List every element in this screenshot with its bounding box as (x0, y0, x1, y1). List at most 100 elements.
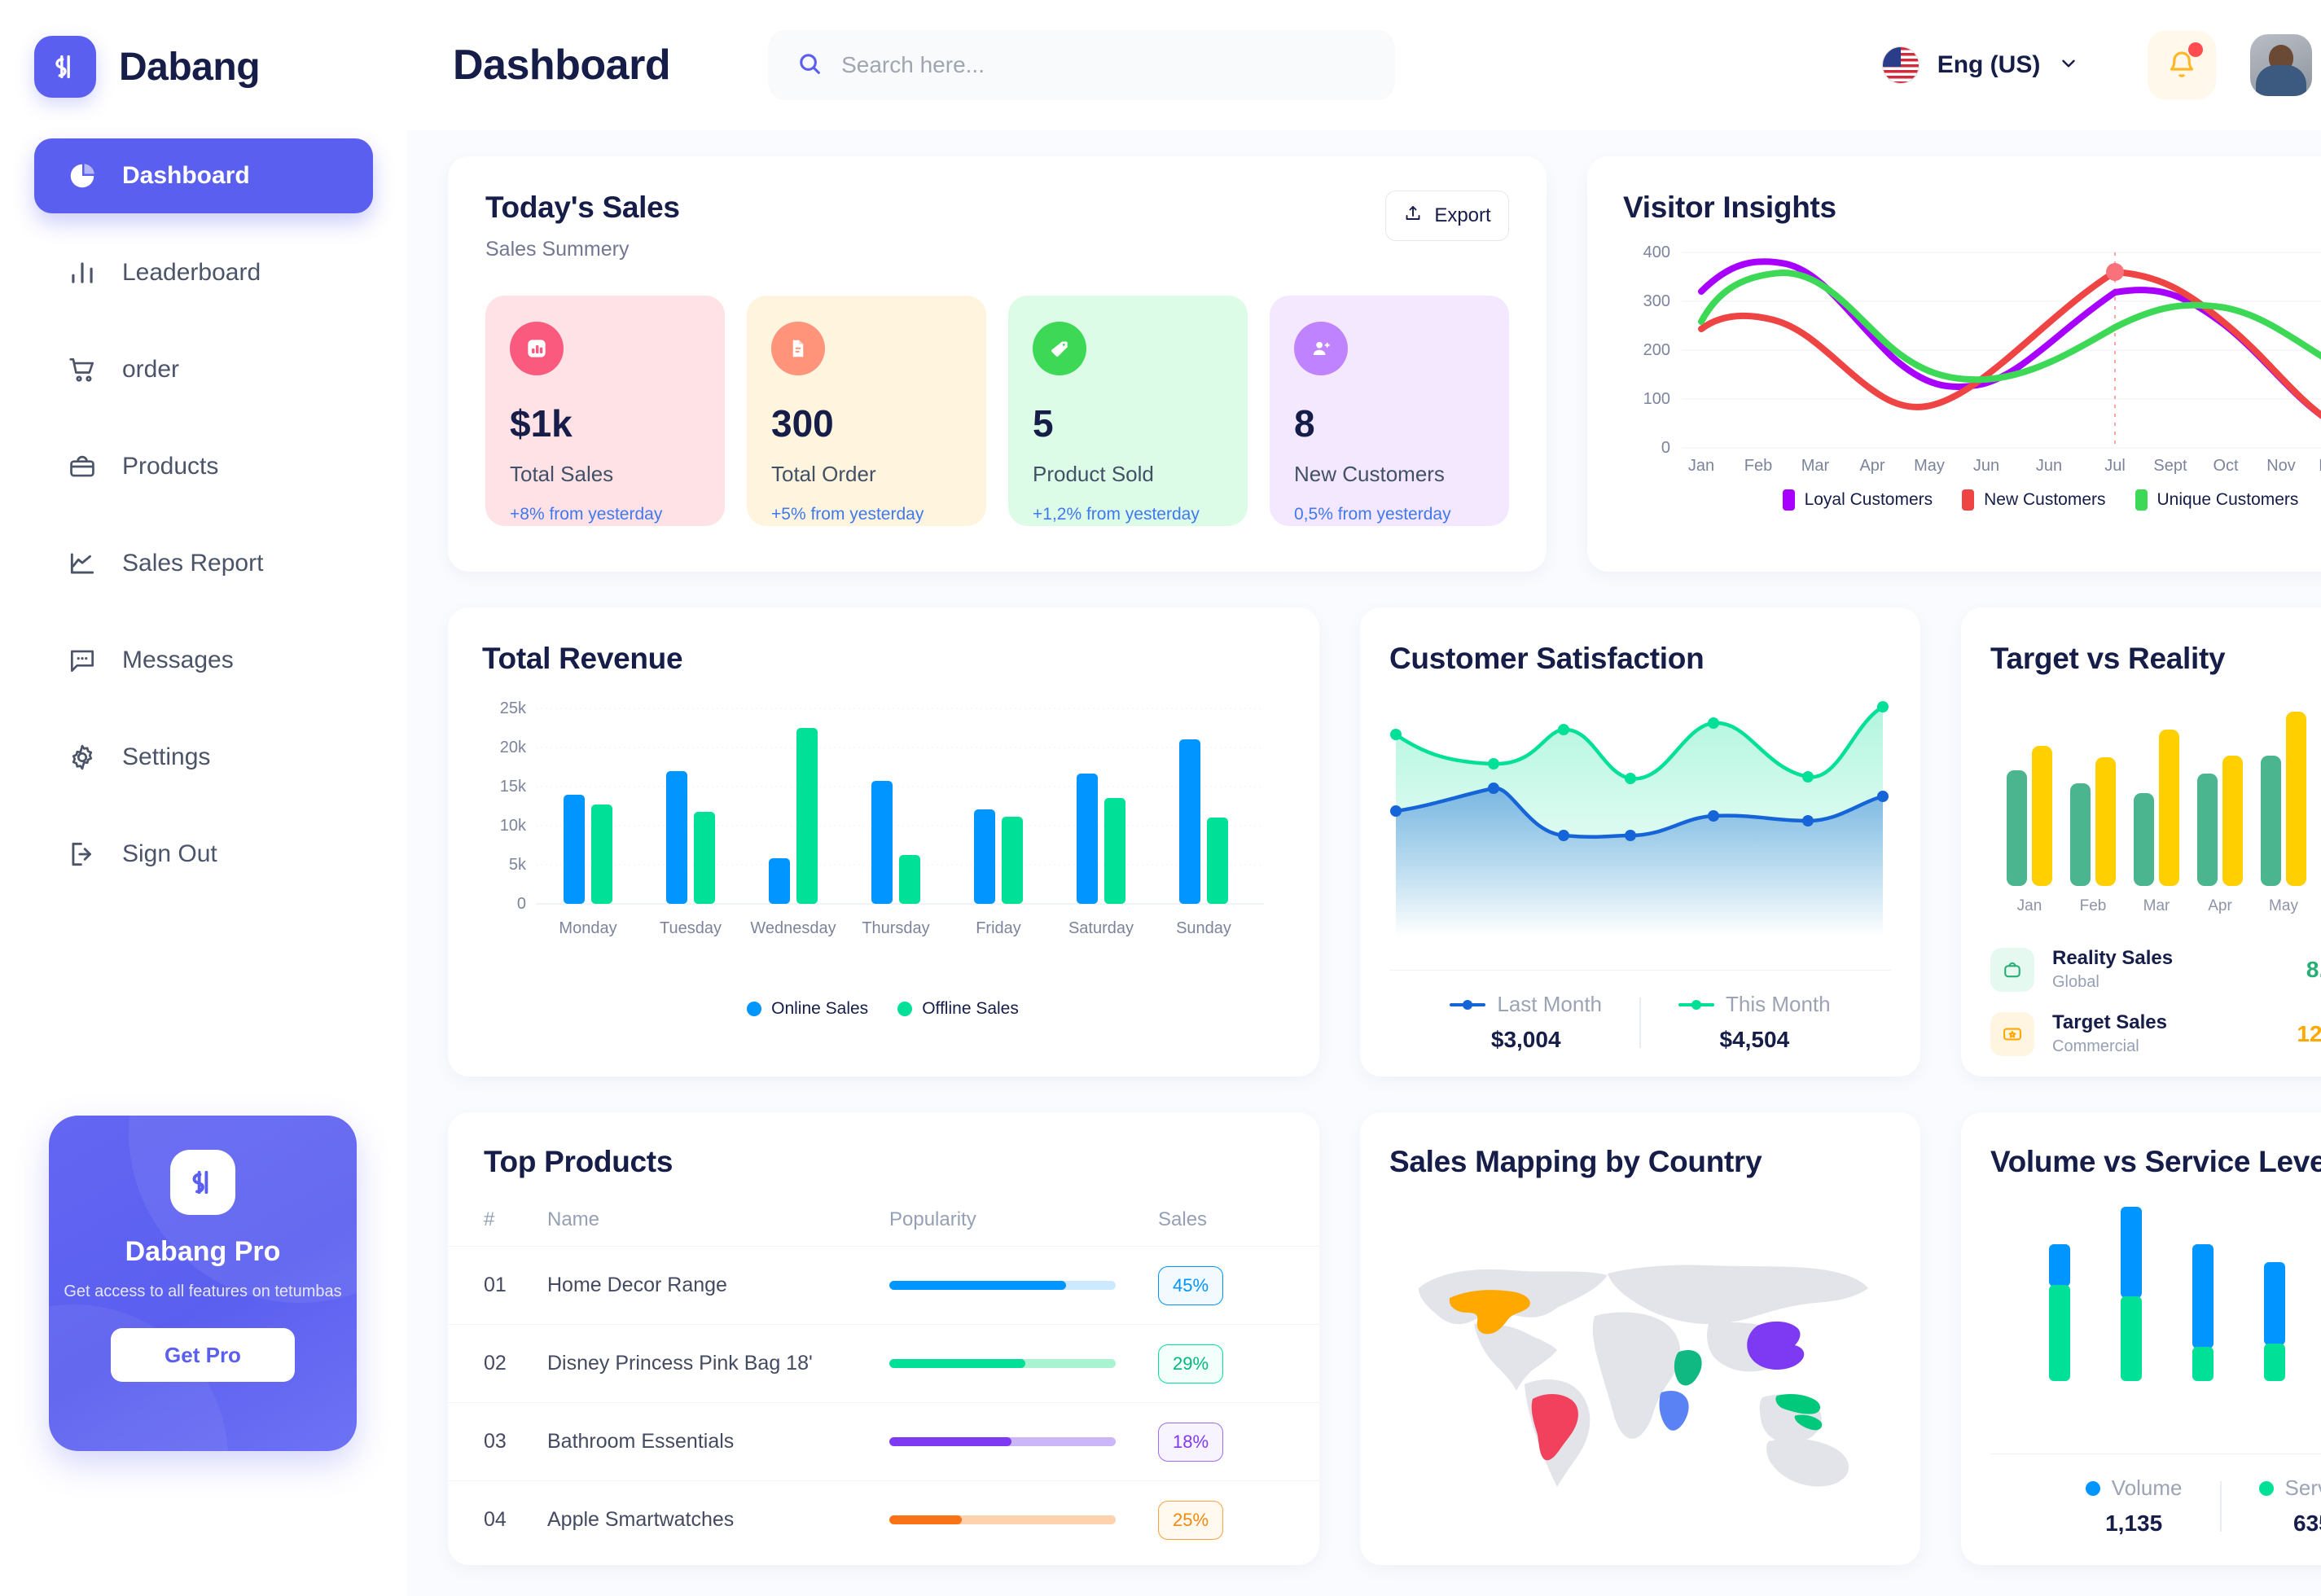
visitor-insights-card: Visitor Insights 400 300 200 100 (1587, 156, 2321, 572)
pie-chart-icon (67, 160, 98, 191)
sidebar-item-order[interactable]: order (34, 332, 373, 407)
column-header-num: # (484, 1208, 495, 1230)
legend-item: New Customers (1962, 489, 2106, 511)
table-row[interactable]: 04 Apple Smartwatches 25% (448, 1480, 1319, 1559)
sidebar-item-settings[interactable]: Settings (34, 720, 373, 795)
svg-text:May: May (1914, 457, 1945, 475)
legend-swatch (1962, 489, 1975, 511)
svg-text:Nov: Nov (2266, 457, 2296, 475)
svg-text:5k: 5k (509, 856, 527, 874)
legend-line-icon (1450, 999, 1486, 1010)
stat-delta: +1,2% from yesterday (1033, 505, 1200, 524)
sidebar-item-leaderboard[interactable]: Leaderboard (34, 235, 373, 310)
svg-text:Feb: Feb (2080, 897, 2107, 914)
map-region-indonesia (1775, 1394, 1823, 1431)
sidebar-item-label: Leaderboard (122, 259, 261, 286)
row-num: 01 (484, 1274, 507, 1296)
legend-name: Target Sales (2052, 1011, 2167, 1033)
dabang-logo-icon (34, 36, 96, 98)
row-middle: Total Revenue 25k 20k 15k (448, 607, 2321, 1076)
card-title: Target vs Reality (1990, 642, 2226, 675)
row-bottom: Top Products # Name Popularity Sales 01 … (448, 1112, 2321, 1565)
visitor-insights-legend: Loyal Customers New Customers Unique Cus… (1623, 489, 2321, 511)
legend-item: Unique Customers (2135, 489, 2298, 511)
volume-vs-service-chart (2049, 1207, 2285, 1381)
sidebar-item-dashboard[interactable]: Dashboard (34, 138, 373, 213)
stat-label: New Customers (1294, 462, 1445, 486)
todays-sales-card: Today's Sales Sales Summery Export (448, 156, 1547, 572)
sales-mapping-card: Sales Mapping by Country (1360, 1112, 1920, 1565)
row-num: 03 (484, 1430, 507, 1453)
card-title: Total Revenue (482, 642, 683, 675)
export-button[interactable]: Export (1385, 191, 1509, 241)
map-region-saudi-arabia (1674, 1350, 1702, 1386)
legend-swatch (1782, 489, 1795, 511)
us-flag-icon (1881, 46, 1920, 84)
card-title: Sales Mapping by Country (1389, 1145, 1762, 1178)
search-bar[interactable] (768, 30, 1396, 100)
svg-text:Apr: Apr (1859, 457, 1884, 475)
status-badge: 29% (1158, 1344, 1223, 1383)
language-selector[interactable]: Eng (US) (1881, 46, 2080, 84)
svg-text:Jul: Jul (2104, 457, 2126, 475)
legend-item: Offline Sales (897, 999, 1019, 1019)
search-icon (796, 50, 823, 81)
svg-text:Jan: Jan (2017, 897, 2042, 914)
brand[interactable]: Dabang (0, 0, 407, 98)
stat-card-total-sales[interactable]: $1k Total Sales +8% from yesterday (485, 296, 725, 526)
stat-card-new-customers[interactable]: 8 New Customers 0,5% from yesterday (1270, 296, 1509, 526)
stat-value: 5 (1033, 402, 1054, 445)
top-products-card: Top Products # Name Popularity Sales 01 … (448, 1112, 1319, 1565)
svg-text:Des: Des (2319, 457, 2321, 475)
svg-text:0: 0 (1661, 439, 1670, 457)
svg-text:400: 400 (1643, 243, 1670, 261)
legend-value: 12.122 (2297, 1020, 2321, 1046)
world-map (1419, 1265, 1868, 1487)
row-popularity (889, 1437, 1158, 1446)
legend-dot (2085, 1480, 2100, 1496)
legend-total: 1,135 (2105, 1510, 2163, 1536)
table-row[interactable]: 02 Disney Princess Pink Bag 18' 29% (448, 1324, 1319, 1402)
status-badge: 45% (1158, 1265, 1223, 1305)
avatar (2250, 34, 2313, 96)
stat-value: 8 (1294, 402, 1315, 445)
sidebar-item-label: Products (122, 453, 219, 480)
status-badge: 25% (1158, 1500, 1223, 1540)
card-title: Volume vs Service Level (1990, 1145, 2321, 1178)
sidebar: Dabang Dashboard Leaderboard (0, 0, 407, 1596)
svg-text:100: 100 (1643, 390, 1670, 408)
divider (2219, 1480, 2222, 1532)
row-sales: 29% (1158, 1344, 1283, 1383)
svg-text:Feb: Feb (1744, 457, 1772, 475)
row-top: Today's Sales Sales Summery Export (448, 156, 2321, 572)
table-row[interactable]: 01 Home Decor Range 45% (448, 1246, 1319, 1324)
sidebar-item-sales-report[interactable]: Sales Report (34, 526, 373, 601)
stat-delta: +5% from yesterday (771, 505, 924, 524)
total-revenue-chart: 25k 20k 15k 10k 5k 0 (500, 699, 1264, 937)
svg-text:May: May (2269, 897, 2298, 914)
legend-swatch (2135, 489, 2148, 511)
user-plus-icon (1294, 322, 1348, 375)
svg-text:Mar: Mar (1801, 457, 1830, 475)
chevron-down-icon (2058, 53, 2079, 78)
dabang-pro-logo-icon (170, 1150, 235, 1215)
stat-delta: 0,5% from yesterday (1294, 505, 1451, 524)
legend-row-reality-sales: Reality Sales Global 8.823 (1990, 947, 2321, 992)
row-num: 04 (484, 1508, 507, 1531)
stat-card-total-order[interactable]: 300 Total Order +5% from yesterday (747, 296, 986, 526)
stat-card-product-sold[interactable]: 5 Product Sold +1,2% from yesterday (1008, 296, 1248, 526)
notification-dot (2188, 42, 2204, 57)
sidebar-item-label: Dashboard (122, 162, 250, 189)
sidebar-item-messages[interactable]: Messages (34, 623, 373, 698)
search-input[interactable] (841, 52, 1368, 78)
user-menu[interactable]: Musfiq Admin (2250, 34, 2321, 96)
row-sales: 18% (1158, 1422, 1283, 1462)
total-revenue-card: Total Revenue 25k 20k 15k (448, 607, 1319, 1076)
table-row[interactable]: 03 Bathroom Essentials 18% (448, 1402, 1319, 1480)
notifications-button[interactable] (2148, 31, 2217, 99)
pro-title: Dabang Pro (125, 1236, 281, 1267)
get-pro-button[interactable]: Get Pro (111, 1328, 295, 1382)
sidebar-item-products[interactable]: Products (34, 429, 373, 504)
sidebar-item-sign-out[interactable]: Sign Out (34, 817, 373, 892)
